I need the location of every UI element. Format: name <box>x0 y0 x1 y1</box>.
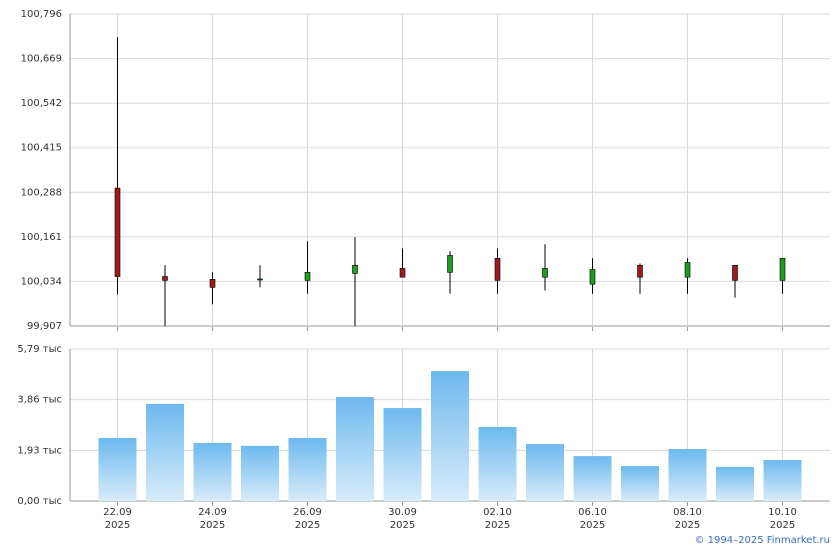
y-tick-label: 100,542 <box>21 98 62 109</box>
y-tick-label: 5,79 тыс <box>17 344 62 355</box>
candle-body <box>209 279 216 288</box>
y-tick-label: 100,288 <box>21 187 62 198</box>
y-tick-label: 0,00 тыс <box>17 496 62 507</box>
candle-body <box>304 272 311 281</box>
candle-body <box>589 269 596 285</box>
candle-body <box>732 264 738 281</box>
x-tick-label: 26.09 2025 <box>293 507 322 531</box>
x-tick-label: 22.09 2025 <box>103 507 132 531</box>
candle-body <box>542 268 548 278</box>
candle-body <box>257 278 263 281</box>
x-tick-label: 30.09 2025 <box>388 507 417 531</box>
bar <box>431 371 469 501</box>
candle-body <box>162 276 168 281</box>
bar <box>668 449 707 501</box>
bar <box>241 445 279 501</box>
bar <box>336 397 374 501</box>
x-tick-label: 10.10 2025 <box>768 507 797 531</box>
bar <box>193 442 232 501</box>
bar <box>763 460 802 501</box>
candle-body <box>399 268 406 278</box>
y-tick-label: 100,796 <box>21 9 62 20</box>
y-tick-label: 100,161 <box>21 232 62 243</box>
y-tick-label: 100,669 <box>21 54 62 65</box>
bar <box>288 437 327 501</box>
footer: © 1994–2025 Finmarket.ru <box>694 535 830 546</box>
candle-body <box>779 257 786 281</box>
candle-body <box>494 257 501 281</box>
bar <box>478 426 517 501</box>
y-tick-label: 1,93 тыс <box>17 445 62 456</box>
x-tick-label: 24.09 2025 <box>198 507 227 531</box>
y-tick-label: 100,415 <box>21 143 62 154</box>
x-tick-label: 02.10 2025 <box>483 507 512 531</box>
bar <box>621 466 659 501</box>
x-tick-label: 08.10 2025 <box>673 507 702 531</box>
bar <box>383 408 422 501</box>
y-tick-label: 100,034 <box>21 276 62 287</box>
bar <box>98 437 137 501</box>
candle-body <box>684 262 691 278</box>
candle-body <box>637 264 643 278</box>
bar <box>146 403 184 501</box>
bar <box>573 456 612 501</box>
candle-body <box>352 264 358 274</box>
x-tick-label: 06.10 2025 <box>578 507 607 531</box>
bar <box>526 444 564 501</box>
y-tick-label: 99,907 <box>27 321 62 332</box>
candle-body <box>114 187 121 277</box>
bar <box>716 466 754 501</box>
candle-body <box>447 255 453 273</box>
y-tick-label: 3,86 тыс <box>17 395 62 406</box>
